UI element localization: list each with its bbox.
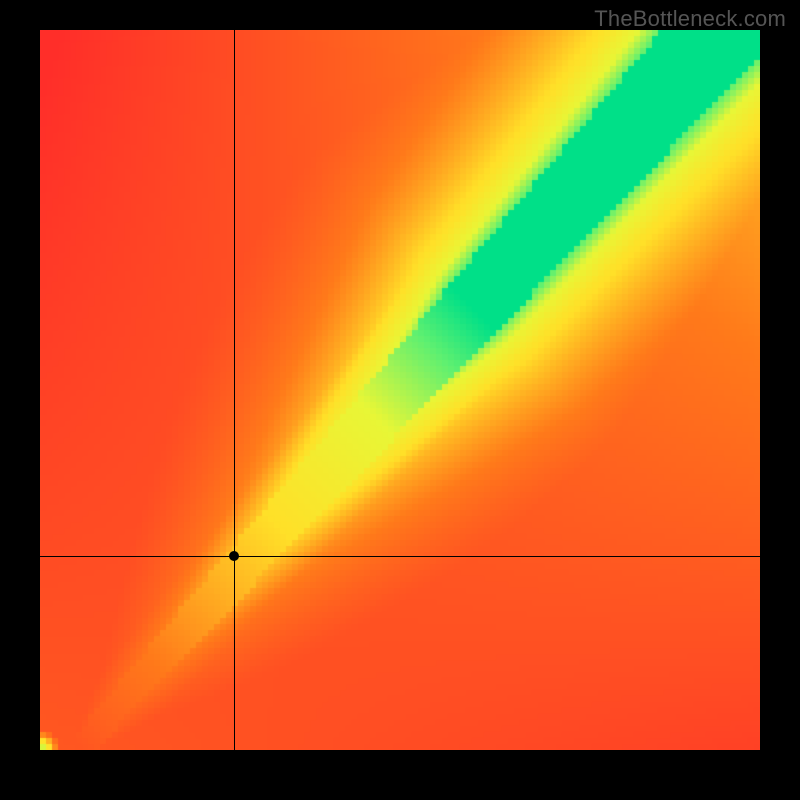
heatmap-canvas — [40, 30, 760, 750]
crosshair-vertical-line — [234, 30, 235, 750]
crosshair-marker-dot — [229, 551, 239, 561]
heatmap-plot-area — [40, 30, 760, 750]
watermark-text: TheBottleneck.com — [594, 6, 786, 32]
crosshair-horizontal-line — [40, 556, 760, 557]
